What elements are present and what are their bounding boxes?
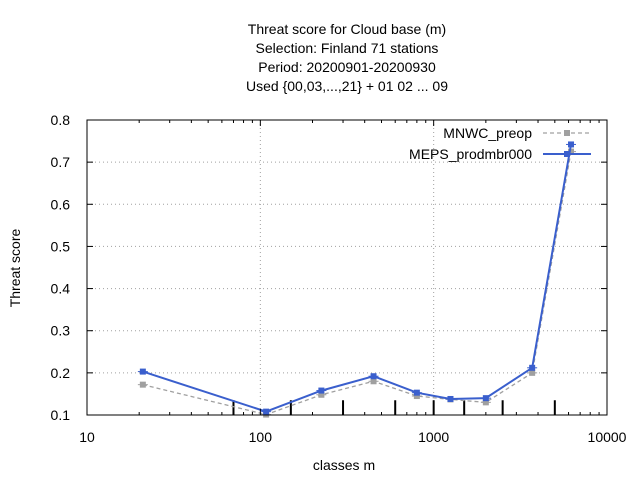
legend-swatch-point [564,130,570,136]
y-tick-label: 0.6 [51,196,71,212]
y-tick-label: 0.7 [51,154,71,170]
legend: MNWC_preop MEPS_prodmbr000 [409,125,591,162]
series-line-MEPS_prodmbr000 [142,144,572,413]
x-tick-label: 100 [249,429,273,445]
x-tick-label: 1000 [418,429,449,445]
axis-ticks: 10 100 1000 10000 0.1 0.2 0.3 0.4 0.5 0.6 0.7 0.8 [51,112,627,445]
series-line-MNWC_preop [142,151,572,416]
y-tick-label: 0.4 [51,281,71,297]
legend-swatch-point [564,151,570,157]
chart-title-line: Period: 20200901-20200930 [258,59,436,75]
x-tick-label: 10 [79,429,95,445]
y-axis-label: Threat score [7,228,23,307]
chart-title-line: Threat score for Cloud base (m) [248,21,446,37]
x-axis-label: classes m [313,457,375,473]
x-tick-label: 10000 [588,429,627,445]
grid-lines [87,120,607,415]
legend-label: MNWC_preop [443,125,532,141]
series-lines [137,141,577,418]
chart-title-line: Selection: Finland 71 stations [256,40,439,56]
plot-frame [86,119,608,416]
y-tick-label: 0.8 [51,112,71,128]
y-tick-label: 0.5 [51,238,71,254]
chart-title-line: Used {00,03,...,21} + 01 02 ... 09 [246,78,448,94]
y-tick-label: 0.1 [51,407,71,423]
chart-title: Threat score for Cloud base (m) Selection… [246,21,448,94]
threshold-markers [232,400,556,415]
y-tick-label: 0.3 [51,323,71,339]
y-tick-label: 0.2 [51,365,71,381]
legend-label: MEPS_prodmbr000 [409,146,532,162]
